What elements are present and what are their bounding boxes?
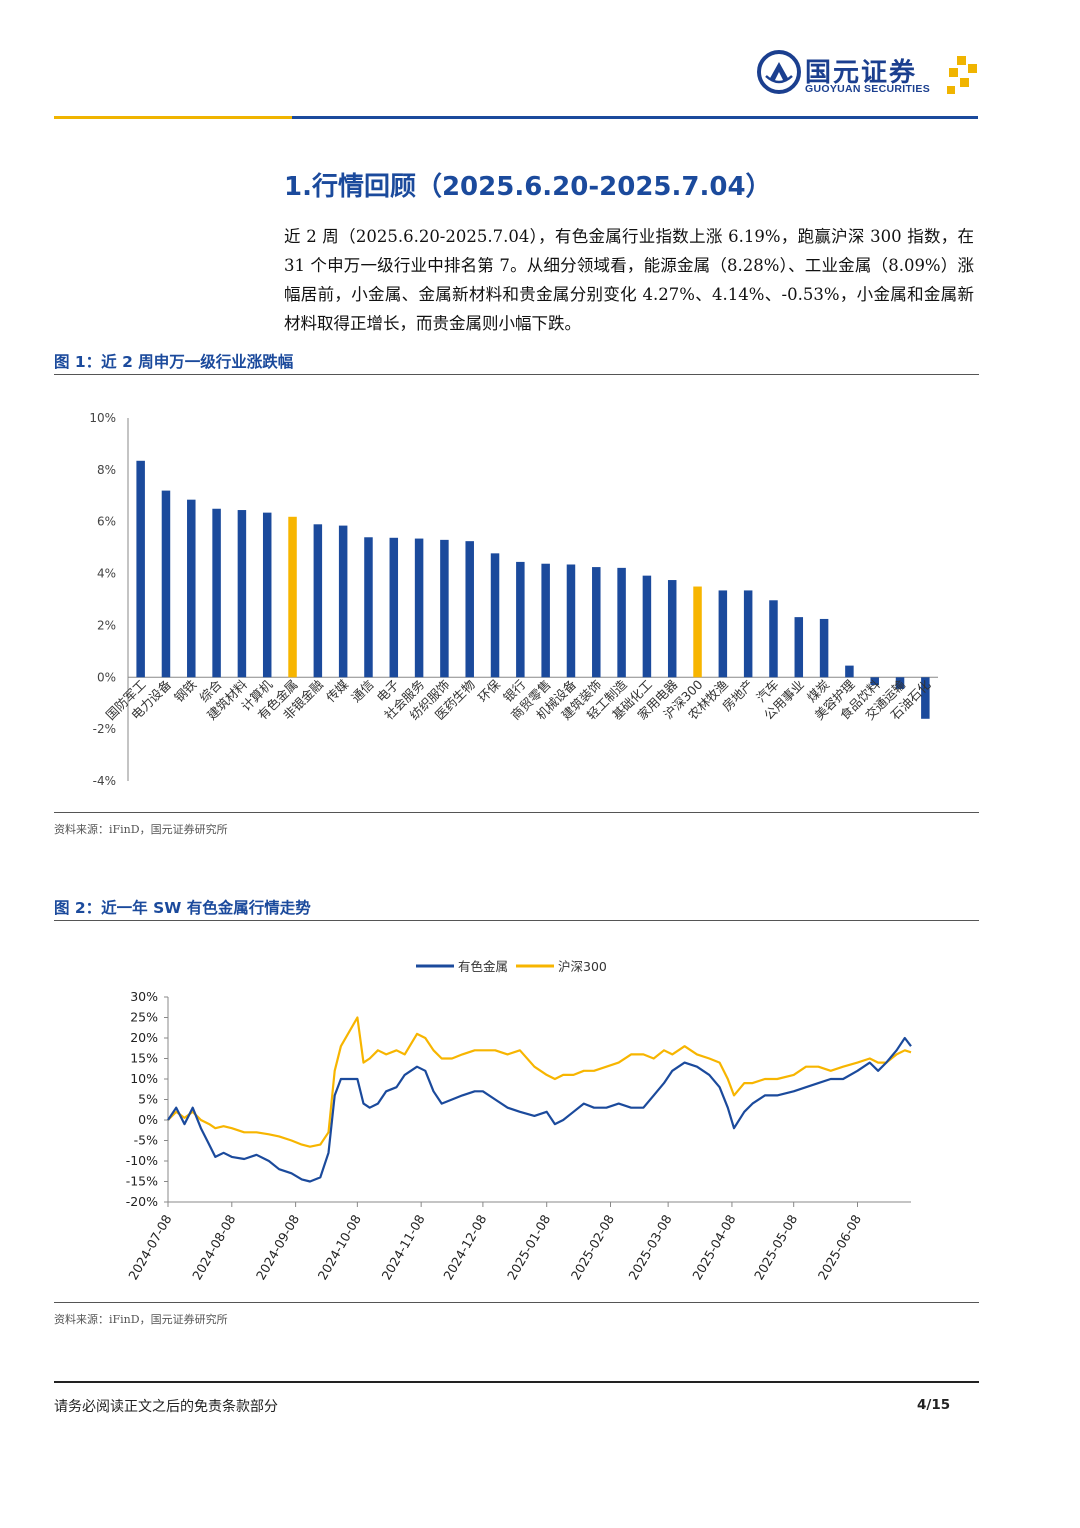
bar: [440, 539, 449, 678]
bar: [642, 575, 652, 678]
trend-line-chart: 有色金属 沪深300 30% 25% 20% 15% 10% 5% 0% -5% -10% -15% -…: [125, 959, 912, 1282]
y-tick-label: 4%: [97, 567, 116, 581]
bar: [870, 677, 879, 686]
category-label: 通信: [348, 677, 376, 705]
page-number: 4/15: [917, 1397, 951, 1413]
legend-label: 有色金属: [458, 959, 508, 974]
bar: [313, 524, 323, 678]
figure1-title: 图 1：近 2 周申万一级行业涨跌幅: [54, 353, 294, 371]
category-label: 环保: [475, 676, 504, 705]
x-tick-label: 2025-05-08: [751, 1212, 800, 1282]
bar: [516, 561, 525, 678]
bar: [212, 508, 221, 678]
y-tick-label: 15%: [130, 1051, 158, 1066]
chart-legend: 有色金属 沪深300: [416, 959, 607, 974]
figure2-top-rule: [54, 920, 979, 921]
bar: [566, 564, 576, 678]
legend-label: 沪深300: [558, 959, 607, 974]
figure1-bottom-rule: [54, 812, 979, 813]
footer-rule: [54, 1381, 979, 1383]
bar: [389, 537, 399, 678]
x-tick-label: 2024-10-08: [315, 1212, 364, 1282]
bar: [617, 567, 626, 678]
x-tick-label: 2025-02-08: [568, 1212, 617, 1282]
x-tick-label: 2024-12-08: [440, 1212, 489, 1282]
series-line-hs300: [167, 1016, 912, 1148]
industry-bar-chart: 10%8%6%4%2%0%-2%-4%国防军工电力设备钢铁综合建筑材料计算机有色…: [89, 411, 938, 788]
y-tick-label: 10%: [130, 1071, 158, 1086]
y-tick-label: -2%: [93, 722, 116, 736]
figure2-source: 资料来源：iFinD，国元证券研究所: [54, 1313, 228, 1326]
y-tick-label: 30%: [130, 989, 158, 1004]
x-tick-label: 2024-11-08: [378, 1212, 427, 1282]
section-title: 1.行情回顾（2025.6.20-2025.7.04）: [284, 172, 772, 202]
bar: [819, 618, 829, 678]
y-tick-label: 10%: [89, 411, 116, 425]
bar: [364, 537, 373, 678]
header-rule-blue: [292, 116, 978, 119]
x-tick-label: 2024-07-08: [125, 1212, 174, 1282]
header-rule-gold: [54, 116, 292, 119]
bar: [465, 541, 474, 678]
x-tick-label: 2025-01-08: [504, 1212, 553, 1282]
y-tick-label: 6%: [97, 515, 116, 529]
bar: [541, 563, 550, 678]
bar: [338, 525, 348, 678]
bar: [161, 490, 171, 678]
guoyuan-logo-icon: [757, 50, 801, 94]
bar: [794, 617, 804, 678]
bar: [718, 590, 728, 678]
footer-disclaimer: 请务必阅读正文之后的免责条款部分: [54, 1399, 278, 1415]
y-tick-label: 25%: [130, 1010, 158, 1025]
y-tick-label: 2%: [97, 618, 116, 632]
x-tick-label: 2025-03-08: [625, 1212, 674, 1282]
bar: [845, 665, 854, 678]
y-tick-label: 5%: [138, 1092, 158, 1107]
gold-squares-icon: [947, 56, 977, 94]
y-tick-label: -4%: [93, 774, 116, 788]
y-tick-label: 8%: [97, 463, 116, 477]
x-tick-label: 2024-08-08: [189, 1212, 238, 1282]
y-tick-label: 20%: [130, 1030, 158, 1045]
bar: [921, 677, 930, 719]
bar: [693, 586, 702, 678]
figure1-top-rule: [54, 374, 979, 375]
section-paragraph: 近 2 周（2025.6.20-2025.7.04），有色金属行业指数上涨 6.…: [284, 227, 974, 333]
x-tick-label: 2025-06-08: [815, 1212, 864, 1282]
bar: [769, 600, 778, 678]
bar: [743, 590, 753, 678]
bar: [414, 538, 424, 678]
bar: [288, 516, 297, 678]
series-line-nonferrous: [167, 1036, 912, 1183]
bar: [237, 510, 247, 678]
category-label: 钢铁: [171, 676, 200, 705]
logo-english-name: GUOYUAN SECURITIES: [805, 83, 930, 95]
y-tick-label: -5%: [134, 1133, 158, 1148]
bar: [667, 580, 677, 678]
company-logo: 国元证券 GUOYUAN SECURITIES: [757, 50, 979, 100]
bar: [136, 460, 145, 678]
x-tick-label: 2025-04-08: [689, 1212, 738, 1282]
bar: [592, 567, 601, 678]
logo-chinese-name: 国元证券: [805, 58, 918, 88]
y-tick-label: -20%: [126, 1194, 158, 1209]
bar: [895, 677, 905, 689]
y-tick-label: 0%: [97, 670, 116, 684]
x-tick-label: 2024-09-08: [253, 1212, 302, 1282]
figure1-source: 资料来源：iFinD，国元证券研究所: [54, 823, 228, 836]
y-tick-label: -10%: [126, 1153, 158, 1168]
figure2-bottom-rule: [54, 1302, 979, 1303]
category-label: 传媒: [323, 676, 352, 705]
y-tick-label: -15%: [126, 1174, 158, 1189]
bar: [187, 499, 196, 678]
bar: [490, 553, 500, 678]
bar: [262, 512, 272, 678]
figure2-title: 图 2：近一年 SW 有色金属行情走势: [54, 899, 311, 917]
y-tick-label: 0%: [138, 1112, 158, 1127]
